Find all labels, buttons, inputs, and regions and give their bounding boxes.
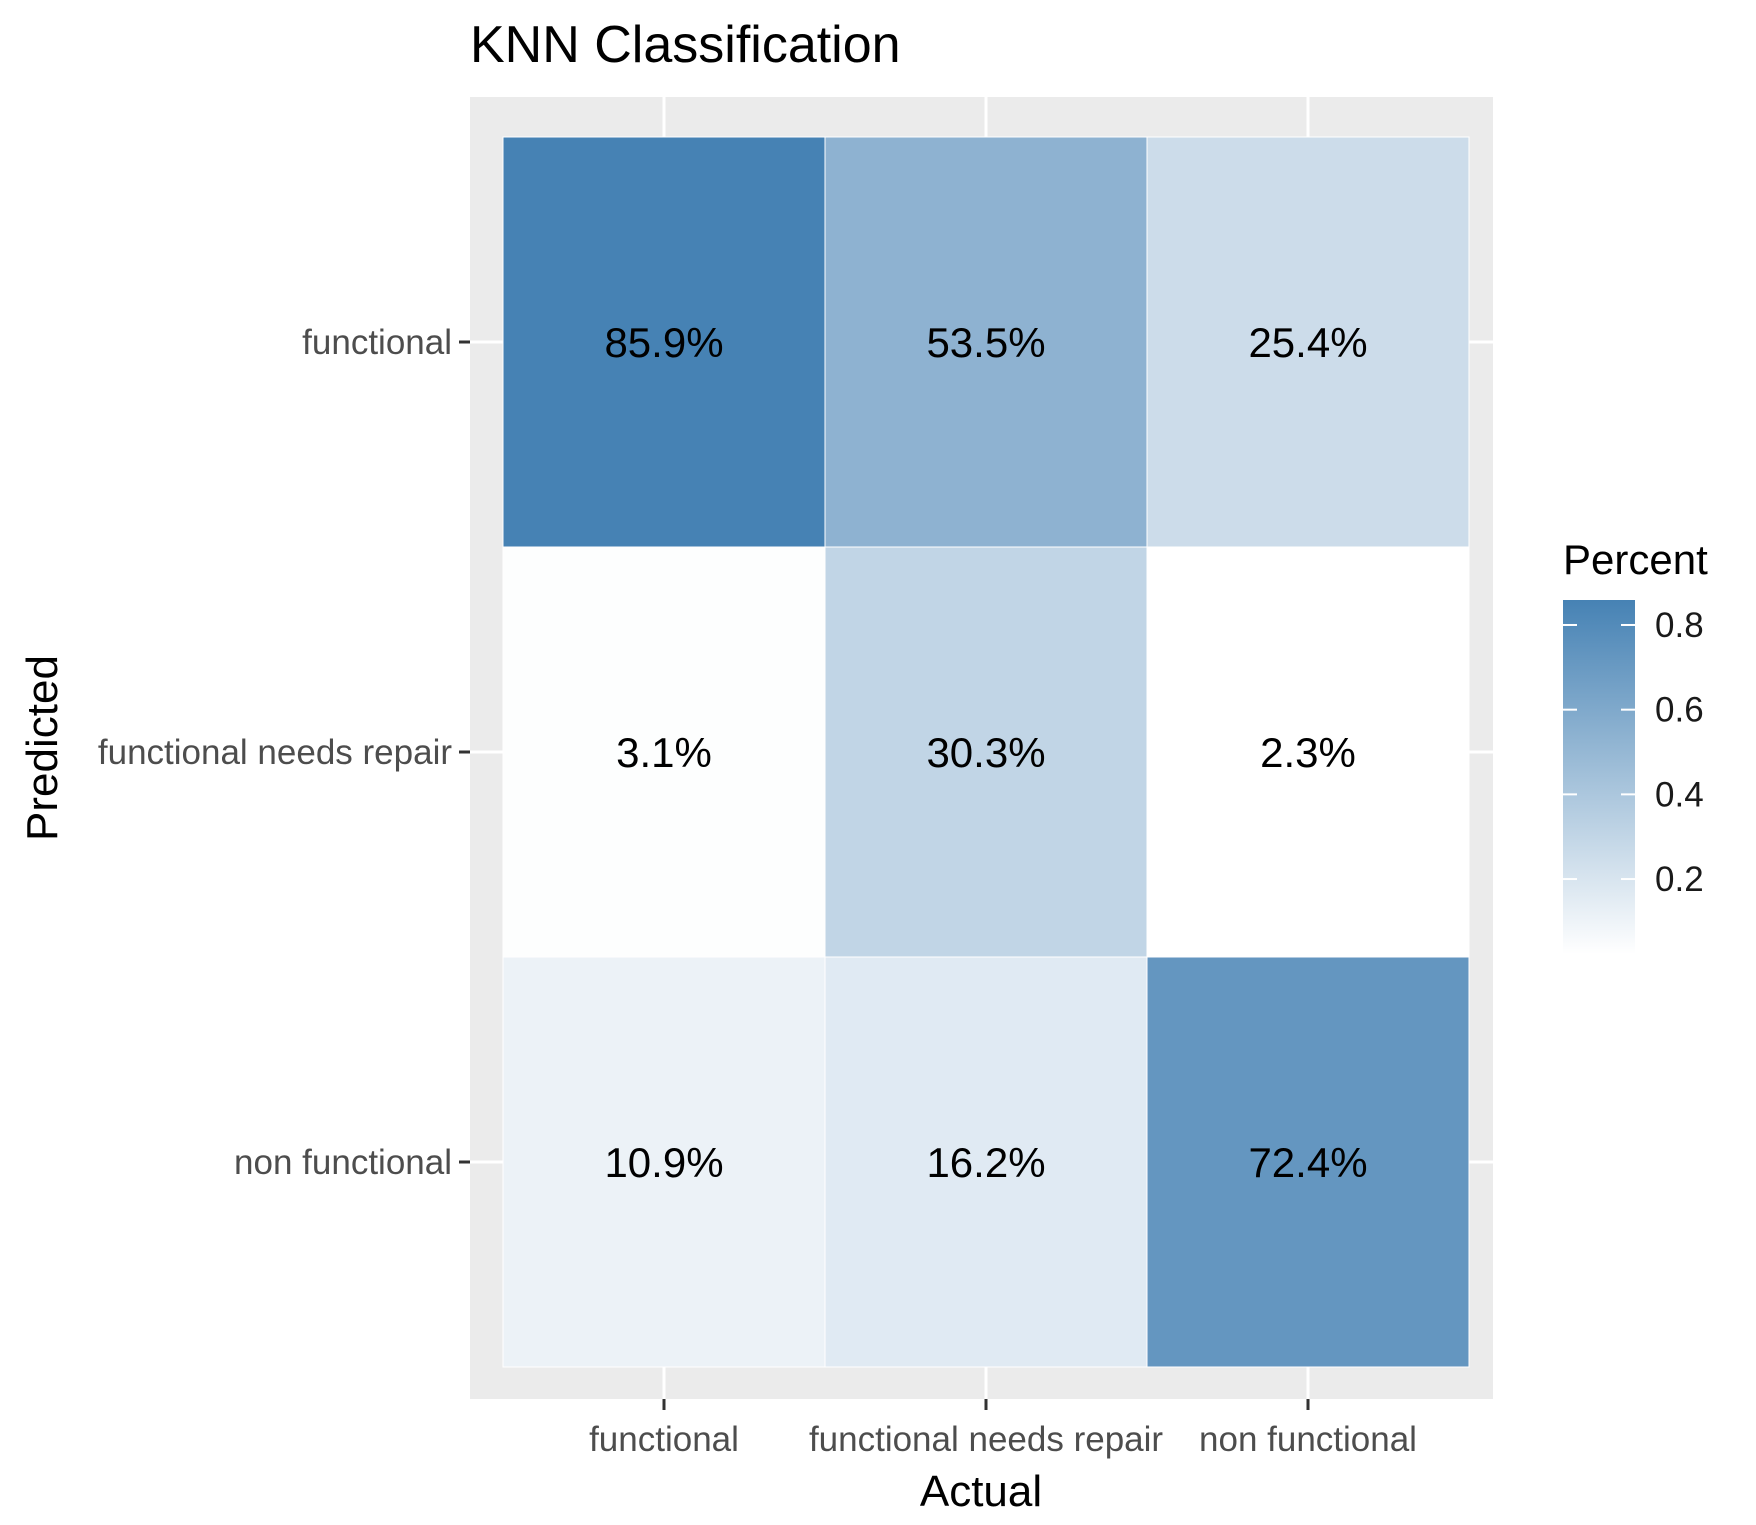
x-axis-title: Actual xyxy=(920,1467,1042,1516)
heatmap-cell xyxy=(1146,136,1470,548)
cell-value-label: 72.4% xyxy=(1248,1139,1367,1186)
heatmap-cell xyxy=(1146,546,1470,958)
heatmap-cells xyxy=(502,136,1470,1368)
y-axis-title: Predicted xyxy=(18,655,67,841)
y-tick-label: functional needs repair xyxy=(98,733,452,772)
x-tick-label: non functional xyxy=(1199,1420,1417,1459)
heatmap-cell xyxy=(502,546,826,958)
cell-value-label: 3.1% xyxy=(616,729,712,776)
chart-title: KNN Classification xyxy=(470,16,901,74)
legend-tick-label: 0.2 xyxy=(1655,860,1704,899)
heatmap-cell xyxy=(1146,956,1470,1368)
legend-tick-label: 0.4 xyxy=(1655,775,1704,814)
cell-value-label: 85.9% xyxy=(604,319,723,366)
cell-value-label: 2.3% xyxy=(1260,729,1356,776)
heatmap-cell xyxy=(824,546,1148,958)
legend-title: Percent xyxy=(1563,536,1708,583)
legend-colorbar xyxy=(1563,600,1635,954)
legend-tick-label: 0.8 xyxy=(1655,606,1704,645)
x-tick-label: functional xyxy=(589,1420,739,1459)
heatmap-cell xyxy=(824,136,1148,548)
y-tick-label: non functional xyxy=(234,1143,452,1182)
heatmap-cell xyxy=(824,956,1148,1368)
x-axis-ticks: functional functional needs repair non fun… xyxy=(589,1399,1417,1459)
y-axis-ticks: functional functional needs repair non fun… xyxy=(98,323,470,1182)
x-tick-label: functional needs repair xyxy=(809,1420,1163,1459)
y-tick-label: functional xyxy=(302,323,452,362)
cell-value-label: 30.3% xyxy=(926,729,1045,776)
cell-value-label: 10.9% xyxy=(604,1139,723,1186)
cell-value-label: 53.5% xyxy=(926,319,1045,366)
cell-value-label: 16.2% xyxy=(926,1139,1045,1186)
heatmap-cell-labels: 85.9% 53.5% 25.4% 3.1% 30.3% 2.3% 10.9% 16.2% 72… xyxy=(604,319,1367,1186)
heatmap-cell xyxy=(502,956,826,1368)
legend-ticks: 0.2 0.4 0.6 0.8 xyxy=(1563,606,1704,899)
cell-value-label: 25.4% xyxy=(1248,319,1367,366)
legend-tick-label: 0.6 xyxy=(1655,691,1704,730)
